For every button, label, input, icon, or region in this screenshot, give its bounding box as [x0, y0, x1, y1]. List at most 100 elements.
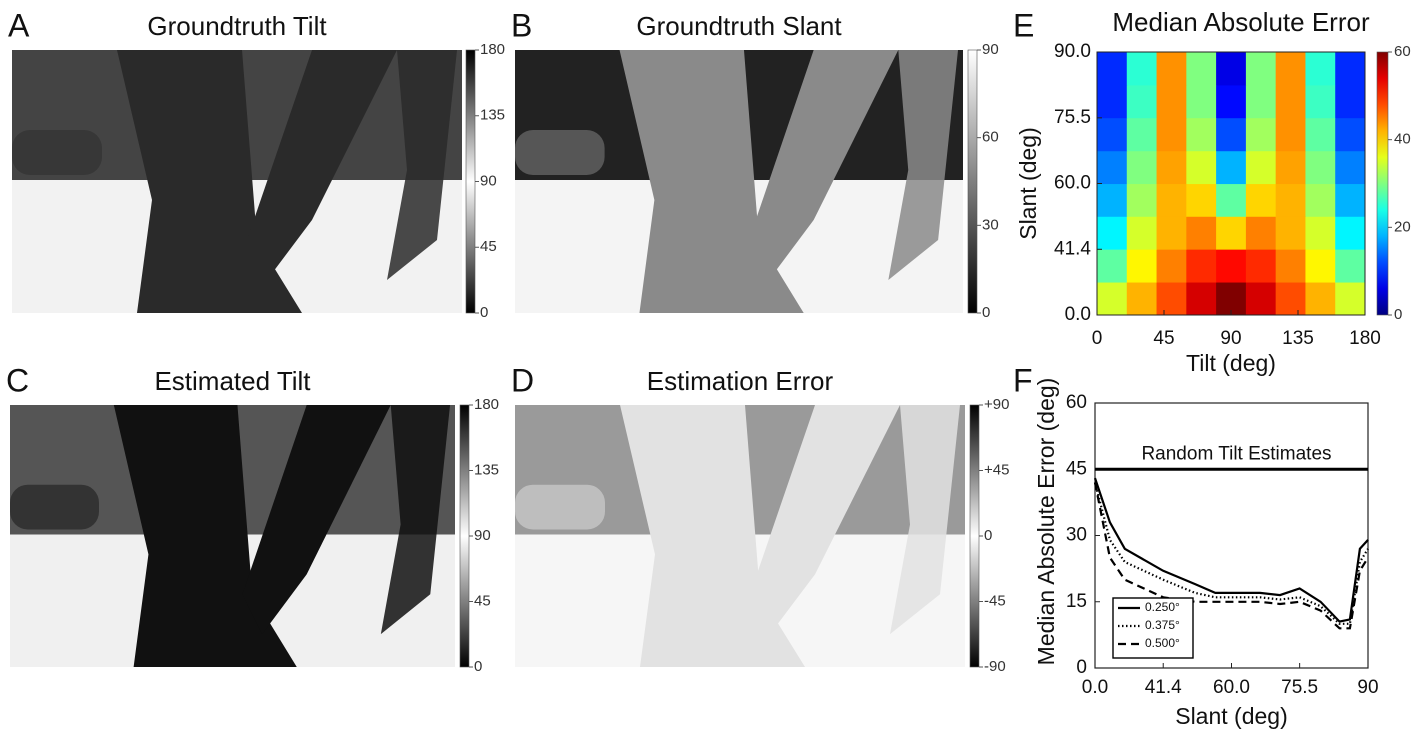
x-tick-label: 0.0: [1082, 677, 1108, 698]
y-axis-label: Median Absolute Error (deg): [1033, 378, 1059, 666]
heatmap-cell: [1097, 84, 1128, 119]
heatmap-cell: [1275, 282, 1306, 316]
x-tick-label: 0: [1092, 328, 1103, 349]
heatmap-cell: [1245, 282, 1277, 316]
colorbar-tick-label: +90: [984, 396, 1009, 413]
panel-title: Groundtruth Tilt: [147, 11, 327, 41]
heatmap-cell: [1156, 52, 1187, 86]
heatmap-cell: [1097, 249, 1128, 283]
heatmap-cell: [1275, 52, 1306, 86]
y-tick-label: 60.0: [1054, 173, 1091, 194]
x-axis-label: Tilt (deg): [1186, 350, 1276, 376]
heatmap-cell: [1275, 84, 1306, 119]
y-tick-label: 0: [1076, 657, 1087, 678]
legend-label: 0.250°: [1145, 600, 1180, 614]
panel-title: Estimation Error: [647, 366, 834, 396]
heatmap-cell: [1335, 216, 1366, 250]
heatmap-cell: [1126, 84, 1158, 119]
heatmap-cell: [1186, 150, 1217, 185]
heatmap-cell: [1156, 282, 1187, 316]
chart-title: Median Absolute Error: [1112, 7, 1370, 37]
series-line: [1093, 482, 1369, 625]
heatmap-cell: [1097, 52, 1128, 86]
heatmap-cell: [1305, 183, 1336, 217]
y-tick-label: 0.0: [1065, 304, 1091, 325]
panel-letter: C: [6, 362, 29, 398]
heatmap-cell: [1216, 150, 1247, 185]
y-tick-label: 45: [1066, 458, 1087, 479]
y-tick-label: 60: [1066, 392, 1087, 413]
x-axis-label: Slant (deg): [1175, 703, 1288, 729]
colorbar-tick-label: -45: [984, 592, 1006, 609]
colorbar-tick-label: 0: [982, 304, 990, 321]
heatmap-cell: [1126, 183, 1158, 217]
heatmap-cell: [1156, 150, 1187, 185]
heatmap-cell: [1335, 117, 1366, 152]
heatmap-cell: [1186, 52, 1217, 86]
colorbar-tick-label: 0: [984, 527, 992, 544]
heatmap-cell: [1186, 183, 1217, 217]
heatmap-cell: [1216, 282, 1247, 316]
y-tick-label: 41.4: [1054, 238, 1091, 259]
series-line: [1093, 477, 1369, 623]
colorbar-tick-label: 45: [480, 238, 497, 255]
image: [12, 50, 462, 313]
colorbar-tick-label: 45: [474, 592, 491, 609]
heatmap-cell: [1305, 150, 1336, 185]
heatmap-cell: [1216, 249, 1247, 283]
heatmap-cell: [1097, 216, 1128, 250]
panel-title: Estimated Tilt: [154, 366, 311, 396]
colorbar-tick-label: 20: [1394, 218, 1411, 235]
colorbar-tick-label: 90: [480, 172, 497, 189]
image: [515, 50, 963, 313]
heatmap-cell: [1186, 216, 1217, 250]
panel-letter: E: [1013, 7, 1034, 43]
colorbar: [969, 404, 980, 668]
heatmap-cell: [1216, 216, 1247, 250]
heatmap-cell: [1305, 249, 1336, 283]
y-tick-label: 90.0: [1054, 41, 1091, 62]
colorbar-tick-label: 180: [480, 41, 505, 58]
heatmap-cell: [1275, 183, 1306, 217]
x-tick-label: 90: [1357, 677, 1378, 698]
heatmap-cell: [1305, 282, 1336, 316]
colorbar-tick-label: +45: [984, 461, 1009, 478]
heatmap-cell: [1186, 84, 1217, 119]
heatmap-cell: [1186, 249, 1217, 283]
heatmap-cell: [1186, 282, 1217, 316]
x-tick-label: 41.4: [1145, 677, 1182, 698]
heatmap-cell: [1275, 150, 1306, 185]
image: [10, 405, 455, 667]
heatmap-cell: [1216, 117, 1247, 152]
panel-letter: D: [511, 362, 534, 398]
reference-label: Random Tilt Estimates: [1141, 443, 1331, 464]
heatmap-cell: [1305, 52, 1336, 86]
panel-letter: A: [8, 7, 30, 43]
colorbar: [459, 404, 470, 668]
colorbar-tick-label: 90: [474, 527, 491, 544]
colorbar-tick-label: 180: [474, 396, 499, 413]
heatmap-cell: [1275, 117, 1306, 152]
colorbar-tick-label: 0: [480, 304, 488, 321]
heatmap-cell: [1216, 183, 1247, 217]
heatmap-cell: [1305, 216, 1336, 250]
heatmap-cell: [1156, 84, 1187, 119]
heatmap-cell: [1097, 282, 1128, 316]
heatmap-cell: [1126, 282, 1158, 316]
heatmap-cell: [1126, 216, 1158, 250]
y-axis-label: Slant (deg): [1015, 127, 1041, 240]
heatmap-cell: [1335, 249, 1366, 283]
heatmap-cell: [1275, 216, 1306, 250]
colorbar-tick-label: 60: [1394, 43, 1411, 60]
colorbar-tick-label: 0: [1394, 306, 1402, 323]
heatmap-cell: [1335, 52, 1366, 86]
heatmap-cell: [1245, 52, 1277, 86]
colorbar: [465, 49, 476, 314]
heatmap-cell: [1305, 117, 1336, 152]
heatmap-cell: [1126, 249, 1158, 283]
panel-letter: F: [1013, 362, 1033, 398]
colorbar-tick-label: 0: [474, 658, 482, 675]
heatmap-cell: [1216, 52, 1247, 86]
colorbar-tick-label: 135: [474, 461, 499, 478]
